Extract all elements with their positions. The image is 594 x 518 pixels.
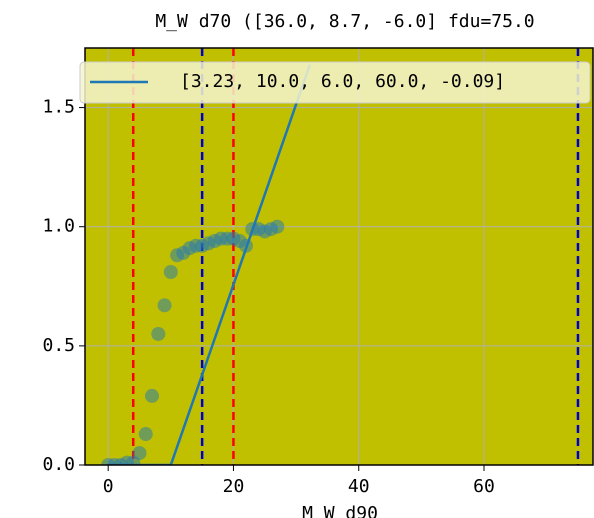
plot-area <box>85 48 593 465</box>
scatter-point <box>157 298 172 313</box>
x-tick-label: 20 <box>223 476 245 497</box>
x-axis-label: M_W d90 <box>302 503 378 518</box>
chart-title: M_W d70 ([36.0, 8.7, -6.0] fdu=75.0 <box>155 11 534 32</box>
y-tick-label: 1.5 <box>42 97 75 118</box>
y-tick-label: 0.0 <box>42 454 75 475</box>
scatter-point <box>163 264 178 279</box>
legend-label: [3.23, 10.0, 6.0, 60.0, -0.09] <box>180 71 505 92</box>
plot-background <box>85 48 593 465</box>
scatter-point <box>151 326 166 341</box>
scatter-point <box>145 388 160 403</box>
line-series <box>108 64 312 465</box>
scatter-point <box>132 446 147 461</box>
x-tick-label: 60 <box>473 476 495 497</box>
x-tick-label: 40 <box>348 476 370 497</box>
plot-frame <box>84 47 594 466</box>
scatter-point <box>238 238 253 253</box>
x-tick-label: 0 <box>103 476 114 497</box>
y-tick-label: 0.5 <box>42 335 75 356</box>
scatter-point <box>270 219 285 234</box>
scatter-point <box>138 427 153 442</box>
legend-box <box>79 61 591 104</box>
y-tick-label: 1.0 <box>42 216 75 237</box>
